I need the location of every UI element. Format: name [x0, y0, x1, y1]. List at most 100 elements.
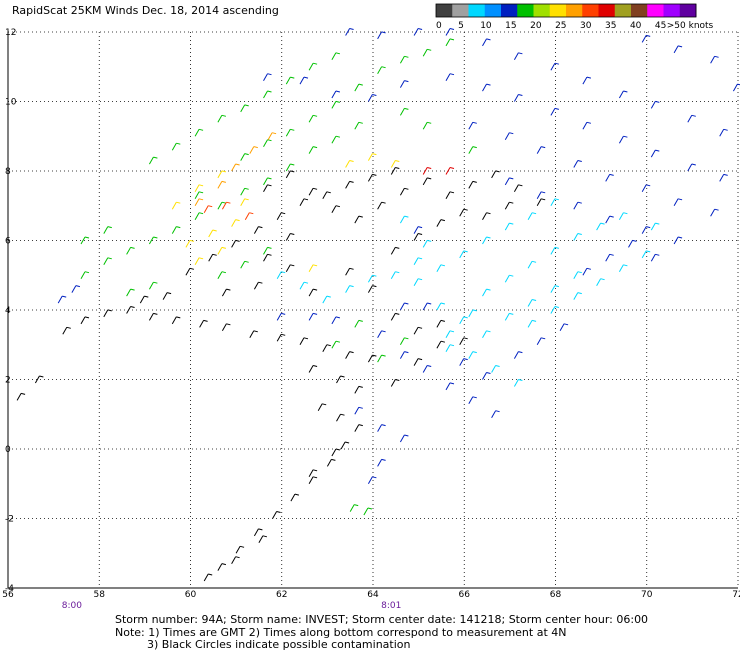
wind-barb [80, 316, 90, 325]
wind-barb [331, 90, 341, 99]
wind-barb [605, 253, 614, 262]
wind-barb [345, 160, 354, 168]
wind-barb [308, 114, 318, 123]
wind-barb [244, 212, 254, 220]
wind-barb [628, 239, 637, 248]
wind-barb [103, 309, 112, 318]
wind-barb [491, 410, 500, 418]
wind-barb [399, 351, 409, 359]
wind-barb [468, 396, 477, 405]
wind-barb [345, 180, 354, 189]
wind-barb [148, 312, 158, 321]
colorbar-swatch [679, 4, 697, 17]
wind-barb [299, 76, 309, 85]
wind-barb [482, 236, 491, 245]
wind-barb [308, 365, 318, 373]
wind-barb [148, 236, 158, 245]
wind-barb [308, 146, 318, 154]
wind-barb [422, 239, 432, 248]
y-axis-ticks: 12 10 8 6 4 2 0 -2 -4 [5, 28, 17, 594]
wind-barb [263, 253, 272, 262]
wind-barb [550, 306, 560, 314]
colorbar-swatch [582, 4, 599, 17]
wind-barb [596, 278, 605, 286]
wind-barb [536, 191, 546, 200]
y-tick-label: 6 [5, 237, 11, 247]
wind-barb [550, 285, 560, 293]
wind-barb [221, 201, 231, 210]
wind-barb [413, 278, 423, 286]
wind-barb [468, 121, 477, 130]
wind-barb [719, 128, 728, 137]
colorbar-tick-label: 25 [555, 21, 566, 31]
wind-barb [317, 403, 327, 412]
wind-barb [194, 257, 204, 266]
wind-barb [650, 222, 660, 231]
wind-barb [148, 156, 158, 165]
wind-barb [459, 337, 468, 346]
wind-barb [354, 121, 363, 130]
wind-barb [231, 556, 240, 564]
wind-barb [482, 38, 491, 47]
wind-barb [285, 264, 295, 273]
wind-barb [550, 198, 560, 207]
wind-barb [240, 153, 249, 161]
wind-barb [582, 76, 592, 85]
wind-barb [331, 100, 341, 109]
wind-barb [504, 312, 514, 321]
wind-barb [235, 545, 245, 554]
colorbar-swatch [484, 4, 502, 17]
wind-barb [253, 226, 263, 234]
wind-barb [390, 379, 400, 387]
wind-barb [422, 167, 432, 175]
wind-barb [263, 184, 272, 193]
wind-barb [240, 104, 249, 113]
wind-barb [491, 365, 500, 373]
wind-barb [390, 312, 400, 321]
colorbar-swatch [452, 4, 469, 17]
x-tick-label: 60 [185, 590, 197, 600]
wind-barb [194, 198, 204, 207]
wind-barbs [16, 28, 740, 582]
colorbar-tick-label: 40 [630, 21, 642, 31]
wind-barb [258, 535, 268, 544]
wind-barb [573, 271, 582, 279]
colorbar-swatch [549, 4, 567, 17]
wind-barb [618, 264, 628, 273]
wind-barb [377, 66, 386, 74]
wind-barb [354, 406, 363, 415]
wind-barb [513, 351, 523, 359]
wind-barb [345, 351, 354, 359]
colorbar-tick-label: 20 [530, 21, 542, 31]
wind-barb [367, 476, 377, 485]
wind-barb [340, 441, 350, 450]
wind-barb [322, 344, 331, 352]
wind-barb [354, 83, 363, 92]
wind-barb [276, 271, 286, 279]
wind-barb [710, 55, 719, 64]
wind-barb [390, 167, 400, 175]
wind-barb [422, 365, 432, 373]
wind-barb [650, 100, 660, 109]
colorbar-swatch [533, 4, 551, 17]
wind-barb [687, 114, 696, 123]
wind-barb [573, 201, 582, 210]
wind-barb [16, 392, 26, 401]
wind-barb [208, 229, 217, 238]
wind-barb [171, 226, 181, 234]
wind-barb [162, 292, 172, 300]
wind-barb [482, 372, 491, 380]
wind-barb [413, 226, 423, 234]
chart-title: RapidScat 25KM Winds Dec. 18, 2014 ascen… [12, 4, 279, 17]
wind-barb [390, 271, 400, 279]
wind-barb [331, 316, 341, 325]
wind-barb [57, 295, 67, 304]
wind-barb [491, 170, 500, 179]
wind-barb [199, 319, 208, 328]
wind-barb [436, 264, 446, 273]
wind-barb [436, 302, 446, 311]
wind-barb [459, 208, 468, 217]
x-tick-label: 64 [367, 590, 379, 600]
colorbar-tick-label: 35 [605, 21, 616, 31]
wind-barb [217, 201, 227, 210]
